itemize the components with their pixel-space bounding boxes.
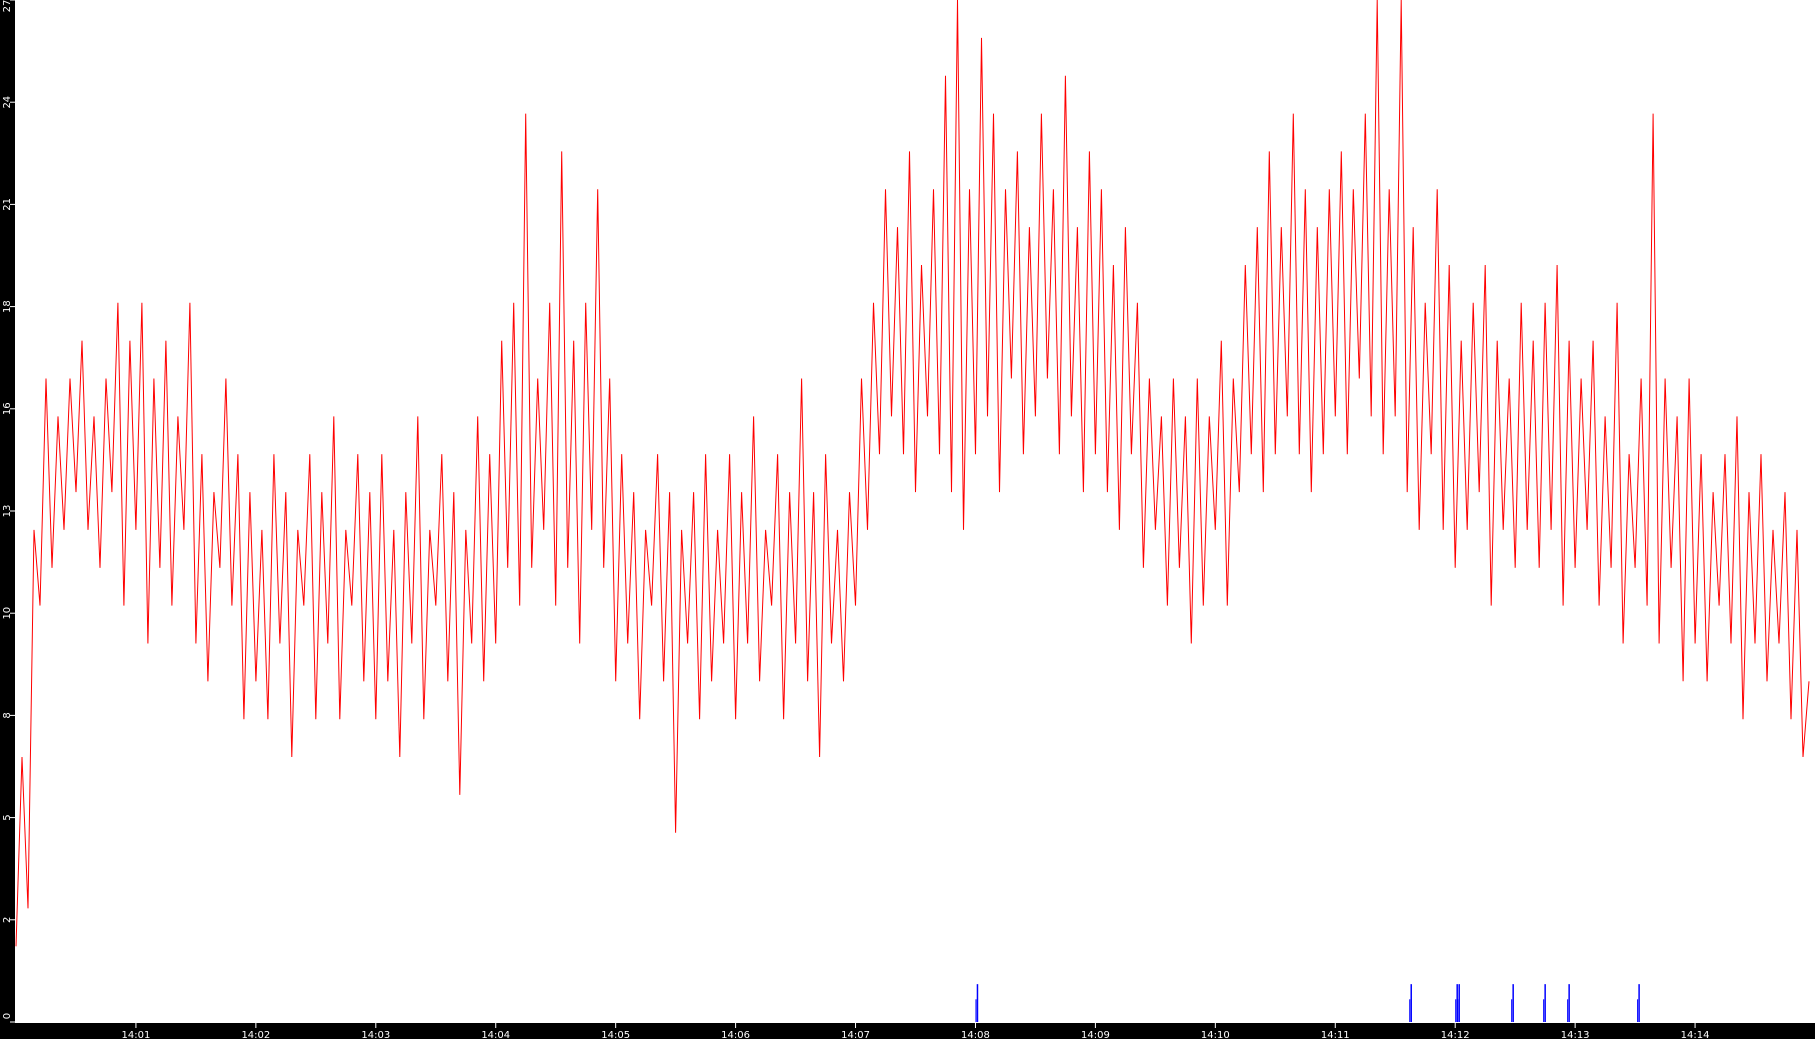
x-tick-label: 14:10 — [1201, 1030, 1230, 1039]
series-layer — [15, 0, 1810, 1022]
y-tick-label: 21 — [2, 198, 13, 211]
x-tick-label: 14:05 — [601, 1030, 630, 1039]
x-tick-label: 14:03 — [361, 1030, 390, 1039]
y-tick-label: 13 — [2, 505, 13, 518]
y-tick-label: 0 — [2, 1013, 13, 1019]
x-tick-label: 14:01 — [122, 1030, 151, 1039]
y-tick-label: 16 — [2, 402, 13, 415]
y-tick-label: 18 — [2, 300, 13, 313]
y-tick-label: 24 — [2, 96, 13, 109]
x-tick-label: 14:08 — [961, 1030, 990, 1039]
x-tick-label: 14:14 — [1681, 1030, 1710, 1039]
x-tick-label: 14:04 — [481, 1030, 510, 1039]
x-tick-label: 14:09 — [1081, 1030, 1110, 1039]
x-tick-label: 14:12 — [1441, 1030, 1470, 1039]
series-line-red — [15, 0, 1810, 947]
x-tick-label: 14:11 — [1321, 1030, 1350, 1039]
left-axis-strip — [0, 0, 15, 1039]
x-tick-label: 14:02 — [241, 1030, 270, 1039]
x-tick-label: 14:13 — [1561, 1030, 1590, 1039]
y-tick-label: 2 — [2, 917, 13, 923]
y-tick-label: 10 — [2, 607, 13, 620]
plot-area — [15, 0, 1815, 1022]
x-tick-label: 14:06 — [721, 1030, 750, 1039]
y-tick-label: 8 — [2, 712, 13, 718]
y-tick-label: 27 — [2, 0, 13, 12]
x-tick-label: 14:07 — [841, 1030, 870, 1039]
y-tick-label: 5 — [2, 814, 13, 820]
bottom-axis-strip — [0, 1022, 1815, 1039]
